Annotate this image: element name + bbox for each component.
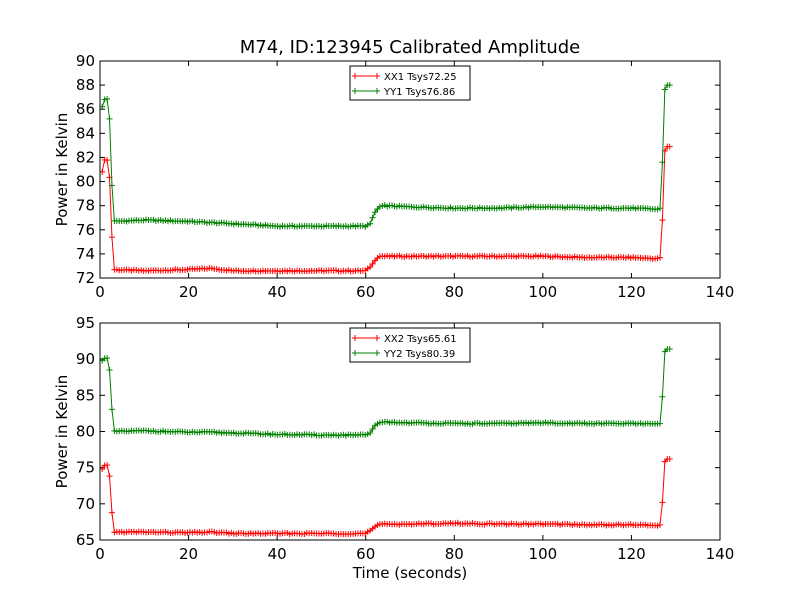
data-point (666, 455, 673, 462)
data-point (104, 355, 111, 362)
x-tick-label: 0 (95, 283, 105, 301)
data-point (108, 406, 115, 413)
x-tick-label: 60 (356, 545, 375, 563)
y-tick-label: 80 (76, 173, 95, 191)
data-point (104, 95, 111, 102)
data-point (369, 260, 376, 267)
x-tick-label: 80 (445, 283, 464, 301)
legend-marker (374, 88, 380, 94)
legend-label: XX1 Tsys72.25 (384, 72, 457, 83)
data-point (108, 182, 115, 189)
y-tick-label: 74 (76, 245, 95, 263)
x-tick-label: 140 (706, 545, 735, 563)
figure-title: M74, ID:123945 Calibrated Amplitude (240, 37, 581, 58)
legend-label: YY2 Tsys80.39 (383, 349, 455, 360)
plot-frame (99, 60, 721, 279)
y-tick-label: 90 (76, 350, 95, 368)
x-tick-label: 120 (617, 283, 646, 301)
data-point (656, 205, 663, 212)
data-point (104, 157, 111, 164)
x-tick-label: 40 (268, 283, 287, 301)
y-axis-label: Power in Kelvin (53, 113, 71, 227)
x-tick-label: 20 (179, 283, 198, 301)
legend-label: XX2 Tsys65.61 (384, 334, 457, 345)
y-tick-label: 70 (76, 495, 95, 513)
x-tick-label: 0 (95, 545, 105, 563)
data-point (666, 82, 673, 89)
x-tick-label: 120 (617, 545, 646, 563)
y-tick-label: 75 (76, 459, 95, 477)
y-tick-label: 86 (76, 100, 95, 118)
y-tick-label: 72 (76, 269, 95, 287)
data-point (666, 143, 673, 150)
y-tick-label: 76 (76, 221, 95, 239)
y-axis-label: Power in Kelvin (53, 375, 71, 489)
legend-label: YY1 Tsys76.86 (383, 87, 455, 98)
chart-panel-2: 0 20 40 60 80 100 120 140 65 70 75 80 85 90 95 Power in… (53, 314, 734, 563)
data-point (367, 220, 374, 227)
data-point (656, 420, 663, 427)
x-tick-label: 40 (268, 545, 287, 563)
y-tick-label: 84 (76, 124, 95, 142)
data-point (104, 462, 111, 469)
x-tick-label: 80 (445, 545, 464, 563)
data-point (108, 509, 115, 516)
data-point (659, 217, 666, 224)
data-point (656, 254, 663, 261)
legend-marker (352, 73, 358, 79)
y-tick-label: 95 (76, 314, 95, 332)
legend: XX1 Tsys72.25 YY1 Tsys76.86 (349, 65, 471, 101)
data-point (659, 393, 666, 400)
series-xx1 (100, 143, 673, 275)
data-point (106, 473, 113, 480)
legend-box (349, 327, 471, 363)
data-point (656, 521, 663, 528)
chart-panel-1: 0 20 40 60 80 100 120 140 72 74 76 78 80 82 84 86 88 90 Po… (53, 52, 734, 301)
plot-frame (99, 322, 721, 541)
legend-marker (374, 73, 380, 79)
legend-marker (352, 335, 358, 341)
y-tick-label: 78 (76, 197, 95, 215)
data-point (369, 214, 376, 221)
legend-marker (374, 335, 380, 341)
data-point (367, 264, 374, 271)
data-point (367, 429, 374, 436)
series-xx2 (100, 455, 673, 538)
data-point (659, 159, 666, 166)
x-tick-label: 100 (529, 283, 558, 301)
data-point (666, 346, 673, 353)
x-tick-label: 140 (706, 283, 735, 301)
x-tick-label: 60 (356, 283, 375, 301)
series-yy1 (100, 82, 673, 230)
series-yy2 (100, 346, 673, 439)
data-point (369, 425, 376, 432)
legend-box (349, 65, 471, 101)
y-tick-label: 82 (76, 148, 95, 166)
y-tick-label: 90 (76, 52, 95, 70)
data-point (661, 86, 668, 93)
y-tick-label: 85 (76, 386, 95, 404)
data-point (659, 499, 666, 506)
y-tick-label: 65 (76, 531, 95, 549)
x-tick-label: 100 (529, 545, 558, 563)
legend: XX2 Tsys65.61 YY2 Tsys80.39 (349, 327, 471, 363)
y-tick-label: 80 (76, 423, 95, 441)
x-axis-label: Time (seconds) (352, 564, 468, 582)
legend-marker (352, 350, 358, 356)
x-tick-label: 20 (179, 545, 198, 563)
y-tick-label: 88 (76, 76, 95, 94)
legend-marker (374, 350, 380, 356)
data-point (108, 234, 115, 241)
data-point (106, 367, 113, 374)
legend-marker (352, 88, 358, 94)
data-point (372, 209, 379, 216)
data-point (106, 115, 113, 122)
